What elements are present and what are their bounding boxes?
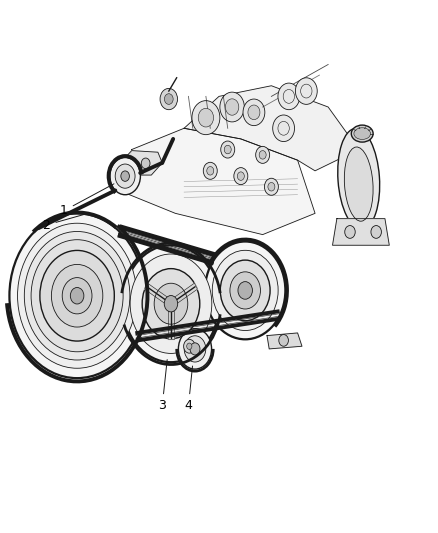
Circle shape (295, 78, 317, 104)
Circle shape (220, 260, 270, 321)
Ellipse shape (354, 128, 371, 140)
Circle shape (130, 254, 212, 353)
Circle shape (51, 264, 103, 327)
Circle shape (221, 141, 235, 158)
Polygon shape (174, 283, 198, 303)
Circle shape (256, 147, 270, 164)
Circle shape (230, 272, 261, 309)
Polygon shape (145, 283, 167, 303)
Circle shape (164, 295, 178, 312)
Polygon shape (168, 311, 174, 339)
Circle shape (265, 178, 279, 195)
Circle shape (164, 94, 173, 104)
Circle shape (18, 223, 137, 368)
Polygon shape (332, 219, 389, 245)
Circle shape (190, 343, 200, 355)
Circle shape (184, 336, 206, 362)
Circle shape (142, 269, 200, 339)
Circle shape (121, 171, 129, 181)
Text: 2: 2 (42, 214, 85, 231)
Circle shape (123, 245, 219, 362)
Circle shape (234, 167, 248, 184)
Circle shape (237, 172, 244, 180)
Circle shape (205, 241, 286, 340)
Polygon shape (184, 86, 359, 171)
Circle shape (141, 158, 150, 168)
Circle shape (10, 213, 145, 378)
Circle shape (243, 99, 265, 126)
Polygon shape (123, 128, 315, 235)
Circle shape (187, 343, 192, 350)
Circle shape (178, 329, 212, 369)
Circle shape (25, 231, 130, 360)
Circle shape (273, 115, 294, 142)
Circle shape (279, 335, 288, 346)
Circle shape (220, 92, 244, 122)
Polygon shape (121, 151, 162, 175)
Circle shape (115, 164, 135, 188)
Circle shape (62, 278, 92, 314)
Circle shape (160, 88, 177, 110)
Circle shape (248, 105, 260, 119)
Circle shape (133, 167, 140, 176)
Circle shape (71, 287, 84, 304)
Circle shape (226, 99, 239, 115)
Circle shape (259, 151, 266, 159)
Circle shape (371, 225, 381, 238)
Text: 1: 1 (60, 184, 114, 217)
Text: 4: 4 (184, 366, 193, 413)
Circle shape (207, 166, 214, 175)
Ellipse shape (351, 125, 373, 142)
Circle shape (212, 251, 278, 330)
Circle shape (192, 101, 220, 135)
Circle shape (31, 240, 123, 352)
Circle shape (184, 340, 195, 353)
Circle shape (224, 146, 231, 154)
Circle shape (40, 251, 114, 341)
Circle shape (268, 182, 275, 191)
Circle shape (154, 283, 188, 324)
Circle shape (198, 108, 214, 127)
Text: 3: 3 (158, 360, 167, 413)
Ellipse shape (344, 147, 373, 221)
Circle shape (345, 225, 355, 238)
Circle shape (278, 83, 300, 110)
Circle shape (238, 281, 252, 299)
Ellipse shape (338, 128, 380, 229)
Polygon shape (267, 333, 302, 349)
Circle shape (110, 158, 141, 195)
Circle shape (203, 163, 217, 179)
